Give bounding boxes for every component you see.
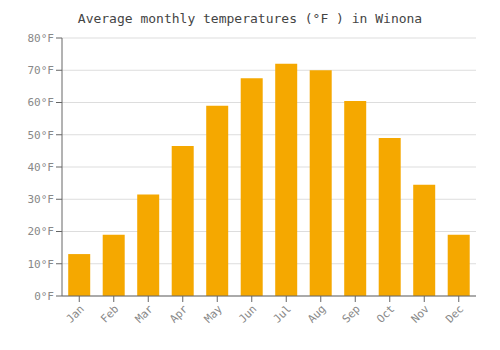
svg-text:80°F: 80°F [28,32,55,45]
svg-text:40°F: 40°F [28,161,55,174]
svg-text:Jul: Jul [271,302,294,325]
svg-text:20°F: 20°F [28,225,55,238]
svg-text:Oct: Oct [374,302,397,325]
svg-text:May: May [202,302,226,326]
svg-text:Jan: Jan [64,302,87,325]
svg-text:Mar: Mar [133,302,157,326]
svg-text:Jun: Jun [236,302,259,325]
svg-text:50°F: 50°F [28,129,55,142]
svg-text:Feb: Feb [98,302,121,325]
html-text:Average monthly temperatures (: Average monthly temperatures (°F ) in Wi… [77,11,423,26]
svg-text:Sep: Sep [340,302,363,325]
svg-text:30°F: 30°F [28,193,55,206]
svg-text:Dec: Dec [443,302,466,325]
svg-text:Aug: Aug [305,302,328,325]
svg-text:60°F: 60°F [28,96,55,109]
svg-text:Nov: Nov [409,302,433,326]
svg-text:70°F: 70°F [28,64,55,77]
svg-text:10°F: 10°F [28,258,55,271]
svg-text:0°F: 0°F [34,290,54,303]
svg-text:Apr: Apr [167,302,191,326]
